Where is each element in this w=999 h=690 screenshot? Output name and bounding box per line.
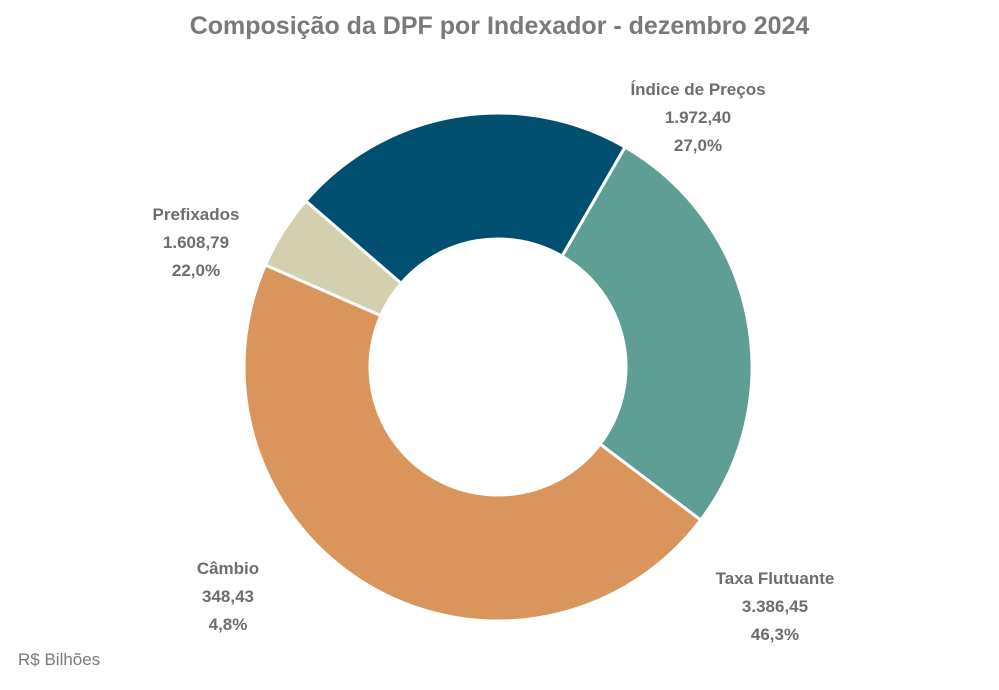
slice-label-value-cambio: 348,43 xyxy=(202,587,254,606)
slice-label-name-prefixados: Prefixados xyxy=(153,205,240,224)
slice-label-percent-prefixados: 22,0% xyxy=(172,261,220,280)
slice-label-value-indice-de-precos: 1.972,40 xyxy=(665,108,731,127)
slice-label-percent-indice-de-precos: 27,0% xyxy=(674,136,722,155)
slice-label-name-cambio: Câmbio xyxy=(197,559,259,578)
slices-layer xyxy=(242,111,754,623)
slice-label-name-taxa-flutuante: Taxa Flutuante xyxy=(716,569,835,588)
slice-label-percent-taxa-flutuante: 46,3% xyxy=(751,625,799,644)
slice-label-name-indice-de-precos: Índice de Preços xyxy=(630,80,765,99)
slice-label-percent-cambio: 4,8% xyxy=(209,615,248,634)
chart-title: Composição da DPF por Indexador - dezemb… xyxy=(189,12,810,40)
labels-layer: Índice de Preços 1.972,40 27,0% Taxa Flutua… xyxy=(153,80,835,644)
slice-taxa-flutuante xyxy=(242,262,703,623)
slice-label-value-prefixados: 1.608,79 xyxy=(163,233,229,252)
units-note: R$ Bilhões xyxy=(18,650,101,669)
slice-indice-de-precos xyxy=(559,144,754,523)
slice-prefixados xyxy=(303,111,628,286)
slice-label-value-taxa-flutuante: 3.386,45 xyxy=(742,597,808,616)
